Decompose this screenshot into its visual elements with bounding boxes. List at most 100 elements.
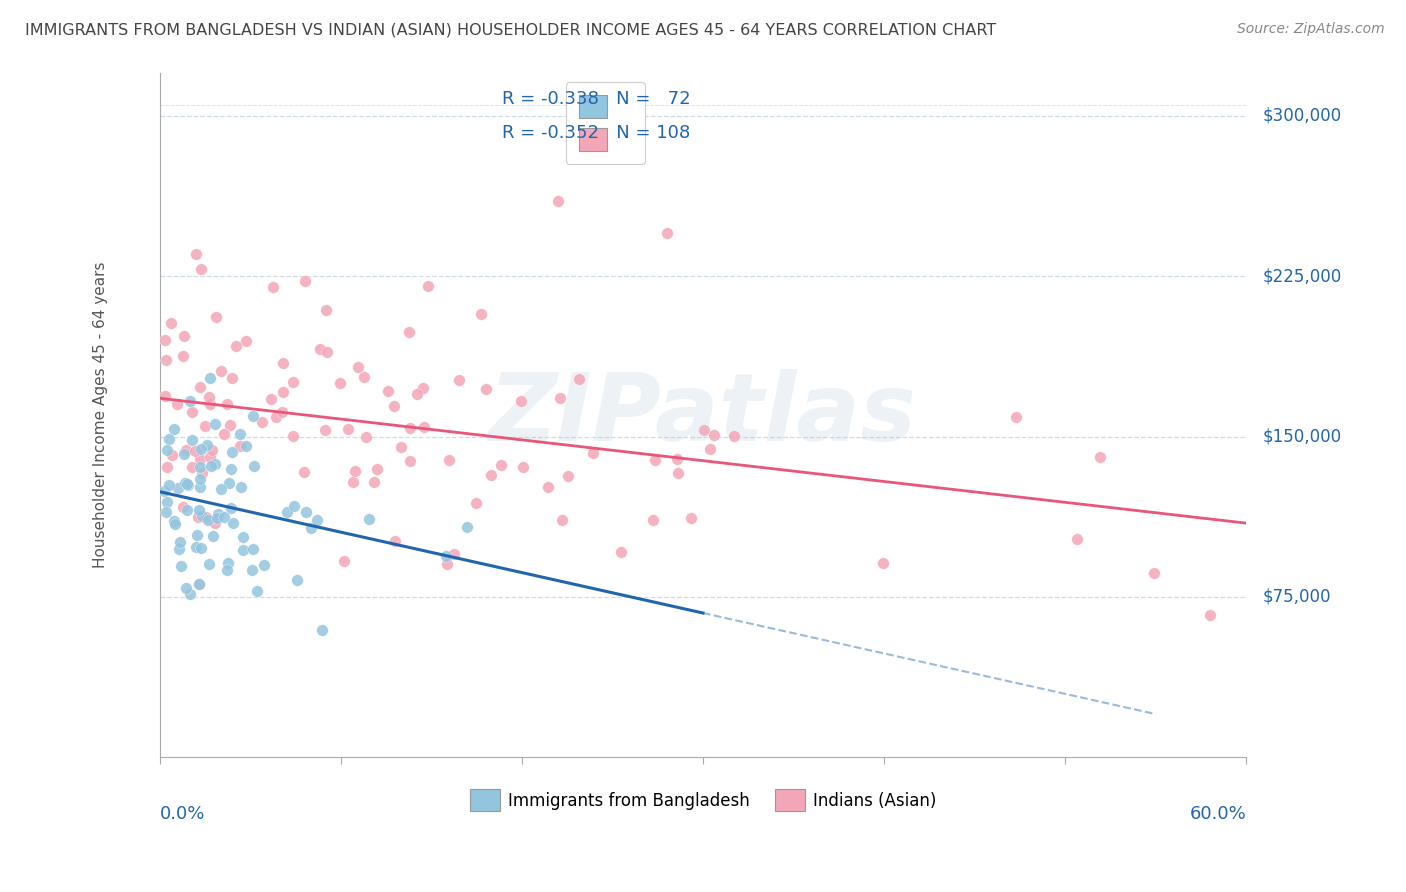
- Point: [198, 390, 221, 404]
- Point: [271, 356, 294, 370]
- Point: [557, 468, 579, 483]
- Point: [437, 453, 460, 467]
- Point: [200, 450, 222, 464]
- Point: [153, 483, 176, 498]
- Point: [188, 480, 211, 494]
- Point: [723, 429, 745, 443]
- Point: [190, 442, 212, 456]
- Point: [153, 334, 176, 348]
- Point: [413, 420, 436, 434]
- Point: [167, 481, 190, 495]
- Point: [537, 480, 560, 494]
- Point: [198, 557, 221, 571]
- Point: [679, 511, 702, 525]
- Point: [276, 505, 298, 519]
- Point: [509, 394, 531, 409]
- Point: [156, 460, 179, 475]
- Point: [418, 278, 440, 293]
- Point: [299, 521, 322, 535]
- Point: [217, 557, 239, 571]
- Point: [162, 448, 184, 462]
- Point: [219, 501, 242, 516]
- Point: [209, 364, 232, 378]
- Point: [181, 434, 204, 448]
- Point: [190, 509, 212, 524]
- Point: [225, 339, 247, 353]
- Point: [209, 482, 232, 496]
- Point: [443, 548, 465, 562]
- Point: [219, 418, 242, 433]
- Point: [191, 466, 214, 480]
- Point: [582, 446, 605, 460]
- Point: [512, 460, 534, 475]
- Point: [399, 454, 422, 468]
- Point: [163, 514, 186, 528]
- Point: [568, 371, 591, 385]
- Point: [405, 387, 427, 401]
- Point: [153, 389, 176, 403]
- Point: [389, 440, 412, 454]
- Point: [155, 353, 177, 368]
- Point: [292, 465, 315, 479]
- Point: [174, 476, 197, 491]
- Point: [179, 586, 201, 600]
- Point: [281, 428, 304, 442]
- Point: [217, 397, 239, 411]
- Point: [235, 438, 257, 452]
- Point: [547, 194, 569, 209]
- Point: [314, 423, 336, 437]
- Point: [655, 227, 678, 241]
- Point: [188, 459, 211, 474]
- Point: [703, 428, 725, 442]
- Point: [1199, 607, 1222, 622]
- Point: [179, 394, 201, 409]
- Point: [176, 503, 198, 517]
- Point: [163, 422, 186, 436]
- Point: [221, 516, 243, 530]
- Point: [218, 475, 240, 490]
- Point: [366, 462, 388, 476]
- Point: [173, 329, 195, 343]
- Point: [221, 371, 243, 385]
- Point: [186, 528, 208, 542]
- Point: [177, 478, 200, 492]
- Text: 60.0%: 60.0%: [1189, 805, 1246, 823]
- Point: [201, 529, 224, 543]
- Point: [174, 581, 197, 595]
- Point: [666, 466, 689, 480]
- Point: [363, 475, 385, 489]
- Point: [333, 554, 356, 568]
- Point: [436, 557, 458, 571]
- Point: [398, 325, 420, 339]
- Point: [329, 376, 352, 390]
- Point: [382, 399, 405, 413]
- Point: [157, 432, 180, 446]
- Point: [377, 384, 399, 398]
- Point: [180, 459, 202, 474]
- Point: [1066, 533, 1088, 547]
- Point: [1088, 450, 1111, 464]
- Point: [200, 458, 222, 473]
- Point: [357, 512, 380, 526]
- Point: [229, 480, 252, 494]
- Point: [242, 409, 264, 424]
- Point: [693, 424, 716, 438]
- Point: [229, 439, 252, 453]
- Point: [205, 511, 228, 525]
- Point: [190, 262, 212, 277]
- Point: [195, 437, 218, 451]
- Point: [188, 380, 211, 394]
- Point: [399, 421, 422, 435]
- Point: [353, 370, 375, 384]
- Point: [186, 247, 208, 261]
- Point: [221, 445, 243, 459]
- Point: [155, 505, 177, 519]
- Point: [434, 549, 457, 564]
- Point: [551, 513, 574, 527]
- Point: [190, 541, 212, 556]
- Point: [311, 624, 333, 638]
- Point: [271, 385, 294, 400]
- Text: 0.0%: 0.0%: [160, 805, 205, 823]
- Point: [167, 542, 190, 557]
- Point: [294, 274, 316, 288]
